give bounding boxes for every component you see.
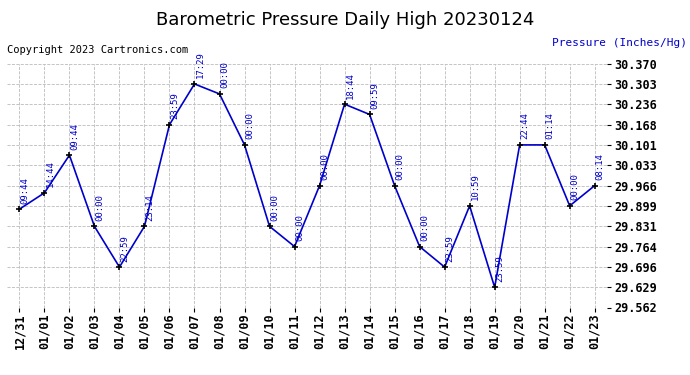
Text: 23:59: 23:59 [170, 92, 179, 119]
Text: 00:00: 00:00 [270, 194, 279, 221]
Text: 23:14: 23:14 [146, 194, 155, 221]
Text: 00:00: 00:00 [421, 214, 430, 241]
Text: 08:14: 08:14 [595, 153, 604, 180]
Text: 18:44: 18:44 [346, 72, 355, 99]
Text: Barometric Pressure Daily High 20230124: Barometric Pressure Daily High 20230124 [156, 11, 534, 29]
Text: 00:00: 00:00 [295, 214, 304, 241]
Text: 23:59: 23:59 [495, 255, 504, 282]
Text: 09:44: 09:44 [21, 177, 30, 204]
Text: 09:59: 09:59 [371, 82, 380, 109]
Text: 00:00: 00:00 [95, 194, 104, 221]
Text: 00:00: 00:00 [246, 112, 255, 140]
Text: 00:00: 00:00 [321, 153, 330, 180]
Text: Pressure (Inches/Hg): Pressure (Inches/Hg) [551, 38, 687, 48]
Text: 23:59: 23:59 [446, 235, 455, 261]
Text: 17:29: 17:29 [195, 51, 204, 78]
Text: Copyright 2023 Cartronics.com: Copyright 2023 Cartronics.com [7, 45, 188, 55]
Text: 01:14: 01:14 [546, 112, 555, 140]
Text: 00:00: 00:00 [571, 173, 580, 200]
Text: 00:00: 00:00 [221, 62, 230, 88]
Text: 10:59: 10:59 [471, 173, 480, 200]
Text: 22:59: 22:59 [121, 235, 130, 261]
Text: 14:44: 14:44 [46, 160, 55, 187]
Text: 09:44: 09:44 [70, 123, 79, 150]
Text: 22:44: 22:44 [521, 112, 530, 140]
Text: 00:00: 00:00 [395, 153, 404, 180]
